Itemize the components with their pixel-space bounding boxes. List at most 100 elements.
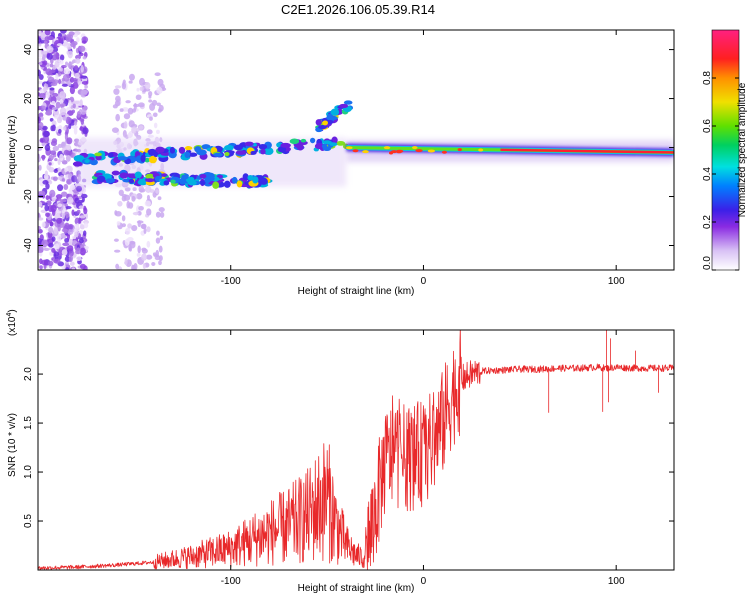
- y-tick-label: 2.0: [23, 367, 34, 381]
- spectrogram-signal-blob: [199, 180, 206, 186]
- spectrogram-noise-blob: [38, 226, 41, 230]
- spectrogram-noise-blob: [73, 33, 78, 38]
- spectrogram-noise-blob: [54, 243, 60, 250]
- spectrogram-noise-blob: [143, 227, 147, 234]
- snr-y-ticks: 0.5 1.0 1.5 2.0: [23, 367, 674, 528]
- spectrogram-noise-blob: [146, 226, 151, 233]
- spectrogram-noise-blob: [49, 189, 56, 198]
- spectrogram-noise-blob: [80, 119, 85, 125]
- spectrogram-signal-blob: [105, 178, 114, 184]
- spectrogram-noise-blob: [149, 116, 153, 121]
- spectrogram-noise-blob: [76, 37, 80, 43]
- spectrogram-noise-blob: [113, 88, 120, 95]
- spectrogram-noise-blob: [51, 124, 56, 132]
- spectrogram-signal-blob: [184, 151, 190, 159]
- y-tick-label: 1.0: [23, 465, 34, 479]
- spectrogram-signal-blob: [72, 161, 83, 167]
- spectrogram-noise-blob: [123, 121, 128, 129]
- spectrogram-noise-blob: [82, 56, 87, 60]
- spectrogram-noise-blob: [53, 226, 58, 235]
- spectrogram-signal-blob: [280, 142, 291, 148]
- spectrogram-signal-blob: [178, 146, 186, 154]
- spectrogram-noise-blob: [63, 184, 69, 191]
- spectrogram-noise-blob: [59, 107, 67, 116]
- spectrogram-signal-blob: [242, 173, 249, 181]
- colorbar-tick-label: 0.2: [702, 215, 713, 229]
- spectrogram-signal-blob: [128, 178, 135, 184]
- spectrogram-noise-blob: [80, 64, 84, 73]
- spectrogram-signal-blob: [144, 157, 150, 163]
- spectrogram-frame: [37, 29, 675, 271]
- spectrogram-signal-blob: [247, 174, 254, 181]
- spectrogram-signal-blob: [161, 173, 168, 177]
- spectrogram-noise-blob: [58, 113, 62, 121]
- spectrogram-signal-blob: [155, 146, 165, 153]
- spectrogram-noise-blob: [156, 102, 161, 107]
- spectrogram-noise-blob: [52, 251, 60, 257]
- spectrogram-noise-blob: [149, 103, 156, 111]
- spectrogram-noise-blob: [49, 87, 55, 91]
- spectrogram-noise-blob: [41, 154, 45, 161]
- spectrogram-noise-blob: [41, 50, 48, 55]
- spectrogram-noise-blob: [76, 110, 81, 118]
- spectrogram-noise-blob: [74, 72, 81, 79]
- spectrogram-noise-blob: [61, 83, 68, 87]
- spectrogram-signal-blob: [84, 159, 90, 164]
- spectrogram-noise-blob: [81, 40, 87, 44]
- spectrogram-noise-blob: [146, 194, 150, 201]
- spectrogram-signal-blob: [309, 137, 316, 144]
- spectrogram-noise-blob: [71, 125, 78, 129]
- spectrogram-signal-blob: [250, 150, 257, 155]
- spectrogram-noise-blob: [59, 103, 66, 107]
- spectrogram-noise-blob: [48, 154, 54, 161]
- spectrogram-noise-blob: [45, 182, 50, 190]
- spectrogram-signal-blob: [196, 149, 207, 156]
- spectrogram-noise-blob: [151, 261, 156, 266]
- spectrogram-image: [38, 30, 674, 270]
- spectrogram-signal-blob: [322, 120, 329, 126]
- spectrogram-noise-blob: [63, 68, 71, 75]
- spectrogram-signal-blob: [336, 140, 346, 146]
- spectrogram-noise-blob: [48, 162, 52, 166]
- spectrogram-noise-blob: [71, 41, 78, 46]
- spectrogram-noise-blob: [67, 223, 74, 230]
- spectrogram-noise-blob: [58, 59, 64, 65]
- spectrogram-noise-blob: [54, 60, 60, 68]
- spectrogram-noise-blob: [157, 196, 162, 201]
- spectrogram-noise-blob: [121, 107, 129, 112]
- spectrogram-signal-blob: [314, 143, 325, 150]
- spectrogram-x-ticks: -100 0 100: [221, 30, 625, 287]
- snr-frame: [37, 329, 675, 571]
- spectrogram-noise-blob: [124, 187, 131, 192]
- spectrogram-noise-blob: [68, 255, 73, 262]
- spectrogram-noise-blob: [38, 74, 44, 80]
- spectrogram-noise-blob: [57, 184, 64, 192]
- spectrogram-noise-blob: [62, 242, 70, 247]
- spectrogram-noise-blob: [50, 140, 58, 146]
- spectrogram-signal-blob: [111, 170, 120, 176]
- spectrogram-signal-blob: [223, 180, 231, 188]
- spectrogram-noise-blob: [152, 112, 158, 118]
- spectrogram-noise-blob: [38, 37, 42, 44]
- spectrogram-noise-blob: [49, 63, 54, 68]
- snr-multiplier-exponent: 4: [6, 313, 13, 317]
- spectrogram-noise-blob: [153, 122, 158, 129]
- spectrogram-y-label: Frequency (Hz): [7, 116, 18, 185]
- spectrogram-noise-blob: [81, 193, 88, 199]
- spectrogram-noise-blob: [79, 215, 86, 219]
- spectrogram-noise-blob: [54, 157, 58, 162]
- spectrogram-noise-blob: [72, 103, 76, 109]
- spectrogram-noise-blob: [72, 81, 79, 89]
- spectrogram-noise-blob: [128, 73, 135, 81]
- spectrogram-noise-blob: [148, 99, 153, 103]
- spectrogram-noise-blob: [79, 99, 83, 107]
- main-carrier-hotspot: [478, 148, 484, 152]
- spectrogram-noise-blob: [78, 217, 82, 224]
- spectrogram-signal-blob: [224, 152, 230, 157]
- spectrogram-signal-blob: [134, 171, 142, 179]
- x-tick-label: 100: [608, 576, 625, 587]
- spectrogram-noise-blob: [72, 43, 76, 49]
- spectrogram-noise-blob: [157, 78, 164, 86]
- spectrogram-noise-blob: [52, 106, 58, 111]
- main-carrier-hotspot: [441, 150, 447, 154]
